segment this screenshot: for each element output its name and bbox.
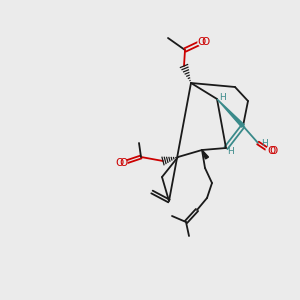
Polygon shape	[217, 99, 244, 127]
Text: H: H	[228, 146, 234, 155]
Circle shape	[266, 147, 274, 155]
Text: O: O	[270, 146, 278, 156]
Text: O: O	[202, 37, 210, 47]
Text: H: H	[262, 139, 268, 148]
Text: O: O	[268, 146, 276, 156]
Text: O: O	[198, 37, 206, 47]
Polygon shape	[202, 150, 208, 159]
Text: H: H	[220, 92, 226, 101]
Circle shape	[119, 159, 127, 167]
Text: O: O	[119, 158, 127, 168]
Text: O: O	[115, 158, 123, 168]
Circle shape	[198, 38, 206, 46]
